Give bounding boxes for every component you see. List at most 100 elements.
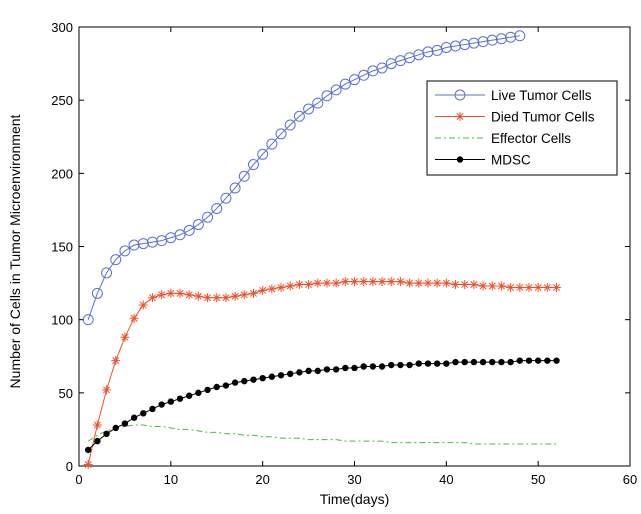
data-point (524, 282, 534, 292)
legend-item: Effector Cells (435, 131, 571, 146)
x-tick-label: 60 (623, 472, 637, 487)
legend-item: Died Tumor Cells (435, 110, 595, 125)
data-point (377, 277, 387, 287)
data-point (533, 282, 543, 292)
data-point (175, 288, 185, 298)
x-tick-label: 40 (439, 472, 453, 487)
legend-item: Live Tumor Cells (435, 88, 592, 103)
data-point (230, 291, 240, 301)
data-point (415, 360, 422, 367)
data-point (285, 281, 295, 291)
series-live-tumor-cells (82, 30, 526, 326)
data-point (406, 361, 413, 369)
data-point (486, 34, 498, 46)
data-point (386, 277, 396, 287)
data-point (111, 356, 121, 366)
data-point (140, 410, 147, 417)
data-point (369, 363, 377, 370)
y-tick-label: 200 (51, 166, 73, 181)
data-point (101, 267, 113, 279)
data-point (110, 254, 122, 266)
data-point (213, 383, 220, 391)
data-point (184, 290, 194, 300)
data-point (461, 358, 468, 366)
data-point (128, 239, 140, 251)
data-point (422, 46, 434, 58)
data-point (454, 89, 466, 101)
data-point (137, 238, 149, 250)
data-point (250, 376, 257, 383)
data-point (82, 314, 94, 326)
data-point (211, 202, 223, 214)
x-axis-title: Time(days) (320, 491, 390, 507)
series-effector-cells (87, 424, 557, 445)
data-point (287, 370, 294, 378)
legend-label: Live Tumor Cells (491, 88, 592, 103)
data-point (414, 278, 424, 288)
data-point (147, 293, 157, 303)
data-point (506, 282, 516, 292)
data-point (119, 245, 131, 257)
data-point (276, 282, 286, 292)
data-point (443, 360, 450, 367)
data-point (451, 280, 461, 290)
data-point (183, 224, 195, 236)
data-point (470, 358, 478, 366)
y-tick-label: 300 (51, 20, 73, 35)
data-point (368, 277, 378, 287)
data-point (268, 373, 276, 380)
series-died-tumor-cells (83, 277, 562, 470)
data-point (192, 219, 204, 231)
data-point (266, 138, 278, 150)
data-point (489, 358, 496, 366)
data-point (542, 282, 552, 292)
data-point (469, 280, 479, 290)
data-point (167, 398, 175, 405)
data-point (350, 277, 359, 287)
data-point (229, 182, 241, 194)
legend-item: MDSC (435, 153, 531, 168)
data-point (146, 236, 158, 248)
data-point (479, 358, 487, 366)
data-point (455, 112, 465, 121)
data-point (331, 278, 341, 288)
data-point (313, 278, 323, 288)
data-point (460, 280, 470, 290)
data-point (525, 357, 533, 364)
data-point (138, 300, 148, 310)
data-point (450, 40, 462, 52)
data-point (405, 278, 415, 288)
data-point (222, 382, 230, 389)
data-point (174, 229, 186, 241)
series-line (87, 360, 557, 451)
data-point (120, 332, 130, 342)
x-tick-label: 20 (255, 472, 269, 487)
data-point (157, 290, 167, 300)
data-point (129, 313, 139, 323)
data-point (296, 369, 303, 376)
data-point (340, 277, 350, 287)
data-point (84, 446, 92, 454)
x-tick-label: 0 (75, 472, 82, 487)
legend-label: Effector Cells (491, 131, 571, 146)
y-tick-label: 50 (59, 386, 73, 401)
data-point (193, 291, 203, 301)
data-point (258, 285, 268, 295)
data-point (203, 293, 213, 303)
data-point (284, 119, 296, 131)
data-point (294, 280, 304, 290)
data-point (241, 377, 248, 385)
data-point (360, 363, 367, 370)
data-point (441, 278, 451, 288)
data-point (112, 424, 119, 432)
data-point (332, 366, 340, 373)
data-point (130, 414, 138, 421)
data-point (312, 97, 324, 109)
series-line (87, 424, 557, 445)
y-tick-label: 0 (66, 459, 73, 474)
data-point (149, 405, 156, 413)
data-point (238, 170, 250, 182)
data-point (321, 90, 333, 102)
data-point (478, 281, 488, 291)
data-point (121, 420, 129, 427)
